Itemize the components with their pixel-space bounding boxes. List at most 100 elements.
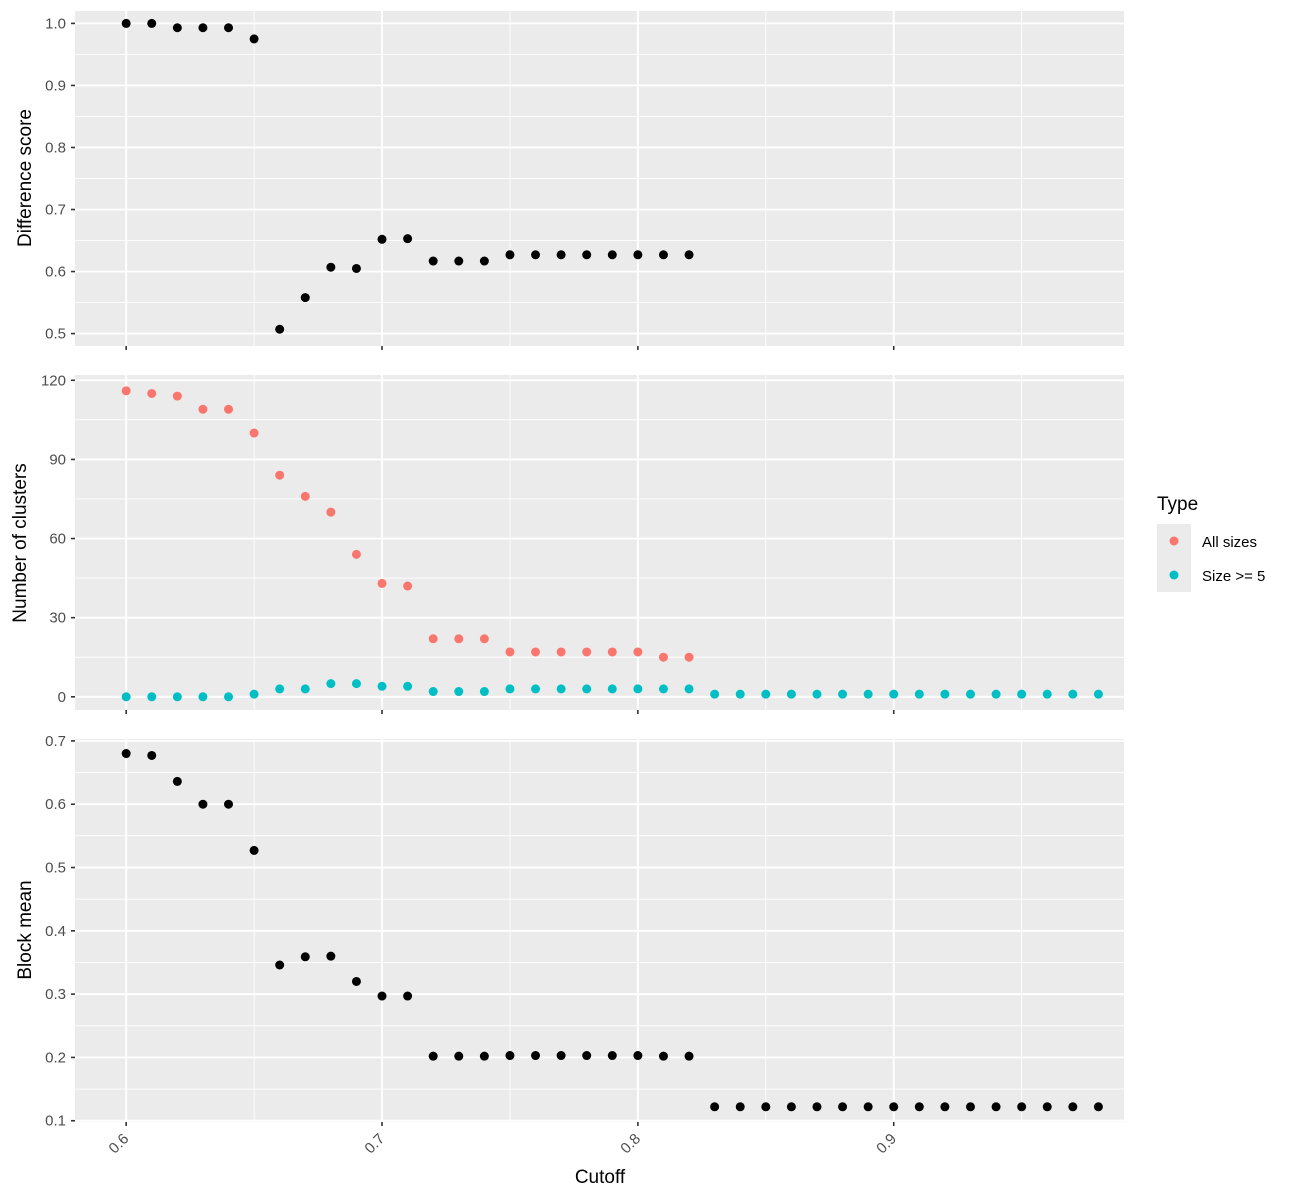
- point-block-mean: [658, 1051, 668, 1061]
- x-tick-label: 0.7: [361, 1130, 388, 1157]
- legend-dot-all-sizes: [1169, 536, 1179, 546]
- point-block-mean: [147, 750, 157, 760]
- point-difference-score: [351, 263, 361, 273]
- point-difference-score: [454, 256, 464, 266]
- point-block-mean: [735, 1102, 745, 1112]
- block-mean-y-tick-label: 0.4: [45, 923, 66, 940]
- point-size-5: [761, 689, 771, 699]
- point-size-5: [838, 689, 848, 699]
- point-block-mean: [812, 1102, 822, 1112]
- point-all-sizes: [582, 647, 592, 657]
- point-size-5: [991, 689, 1001, 699]
- point-size-5: [275, 684, 285, 694]
- x-tick-label: 0.6: [106, 1130, 133, 1157]
- clusters-y-tick-label: 120: [41, 372, 66, 389]
- block-mean-y-tick-label: 0.6: [45, 796, 66, 813]
- difference-score-panel: 0.5 0.6 0.7 0.8 0.9 1.0: [45, 11, 1124, 350]
- point-block-mean: [377, 991, 387, 1001]
- point-all-sizes: [275, 470, 285, 480]
- point-size-5: [403, 681, 413, 691]
- point-size-5: [505, 684, 515, 694]
- point-all-sizes: [121, 386, 131, 396]
- point-block-mean: [275, 960, 285, 970]
- point-size-5: [710, 689, 720, 699]
- point-size-5: [1017, 689, 1027, 699]
- point-block-mean: [454, 1051, 464, 1061]
- point-block-mean: [479, 1051, 489, 1061]
- point-size-5: [914, 689, 924, 699]
- point-size-5: [479, 687, 489, 697]
- point-block-mean: [838, 1102, 848, 1112]
- clusters-y-tick-label: 90: [49, 451, 66, 468]
- point-block-mean: [224, 799, 234, 809]
- point-size-5: [863, 689, 873, 699]
- point-size-5: [735, 689, 745, 699]
- point-block-mean: [991, 1102, 1001, 1112]
- point-difference-score: [172, 23, 182, 33]
- point-all-sizes: [403, 581, 413, 591]
- point-all-sizes: [147, 388, 157, 398]
- point-size-5: [531, 684, 541, 694]
- point-block-mean: [351, 976, 361, 986]
- x-tick-label: 0.9: [873, 1130, 900, 1157]
- block-mean-panel: 0.1 0.2 0.3 0.4 0.5 0.6 0.7 0.6 0.7 0.8 0.9: [45, 733, 1124, 1157]
- point-size-5: [249, 689, 259, 699]
- point-difference-score: [684, 250, 694, 260]
- point-block-mean: [249, 845, 259, 855]
- point-size-5: [172, 692, 182, 702]
- point-size-5: [556, 684, 566, 694]
- point-difference-score: [377, 234, 387, 244]
- point-block-mean: [607, 1051, 617, 1061]
- legend: Type All sizes Size >= 5: [1157, 494, 1265, 592]
- point-size-5: [658, 684, 668, 694]
- point-size-5: [1093, 689, 1103, 699]
- point-difference-score: [505, 250, 515, 260]
- point-size-5: [684, 684, 694, 694]
- point-block-mean: [761, 1102, 771, 1112]
- point-size-5: [377, 681, 387, 691]
- point-difference-score: [224, 23, 234, 33]
- point-block-mean: [428, 1051, 438, 1061]
- point-block-mean: [965, 1102, 975, 1112]
- point-all-sizes: [377, 578, 387, 588]
- point-size-5: [224, 692, 234, 702]
- point-size-5: [147, 692, 157, 702]
- point-block-mean: [556, 1051, 566, 1061]
- point-difference-score: [275, 324, 285, 334]
- point-all-sizes: [531, 647, 541, 657]
- number-of-clusters-panel: 0 30 60 90 120: [41, 372, 1124, 714]
- point-block-mean: [710, 1102, 720, 1112]
- clusters-panel-background: [75, 375, 1124, 710]
- block-mean-y-tick-label: 0.5: [45, 860, 66, 877]
- point-all-sizes: [224, 404, 234, 414]
- legend-title: Type: [1157, 494, 1198, 515]
- point-difference-score: [556, 250, 566, 260]
- difference-score-y-tick-label: 1.0: [45, 15, 66, 32]
- point-block-mean: [198, 799, 208, 809]
- point-difference-score: [607, 250, 617, 260]
- point-all-sizes: [326, 507, 336, 517]
- x-axis-title-cutoff: Cutoff: [575, 1167, 626, 1188]
- difference-score-y-tick-label: 0.9: [45, 77, 66, 94]
- point-size-5: [1042, 689, 1052, 699]
- point-difference-score: [147, 18, 157, 28]
- point-block-mean: [1068, 1102, 1078, 1112]
- y-axis-title-difference-score: Difference score: [15, 109, 36, 247]
- point-block-mean: [300, 952, 310, 962]
- legend-dot-size-ge-5: [1169, 570, 1179, 580]
- x-tick-label: 0.8: [617, 1130, 644, 1157]
- point-difference-score: [198, 23, 208, 33]
- point-size-5: [582, 684, 592, 694]
- point-block-mean: [1042, 1102, 1052, 1112]
- point-difference-score: [658, 250, 668, 260]
- point-all-sizes: [351, 549, 361, 559]
- point-block-mean: [172, 776, 182, 786]
- difference-score-y-tick-label: 0.7: [45, 202, 66, 219]
- clusters-y-tick-label: 0: [58, 689, 66, 706]
- legend-label-size-ge-5: Size >= 5: [1202, 568, 1265, 585]
- point-all-sizes: [454, 634, 464, 644]
- legend-label-all-sizes: All sizes: [1202, 534, 1257, 551]
- point-block-mean: [1017, 1102, 1027, 1112]
- point-difference-score: [531, 250, 541, 260]
